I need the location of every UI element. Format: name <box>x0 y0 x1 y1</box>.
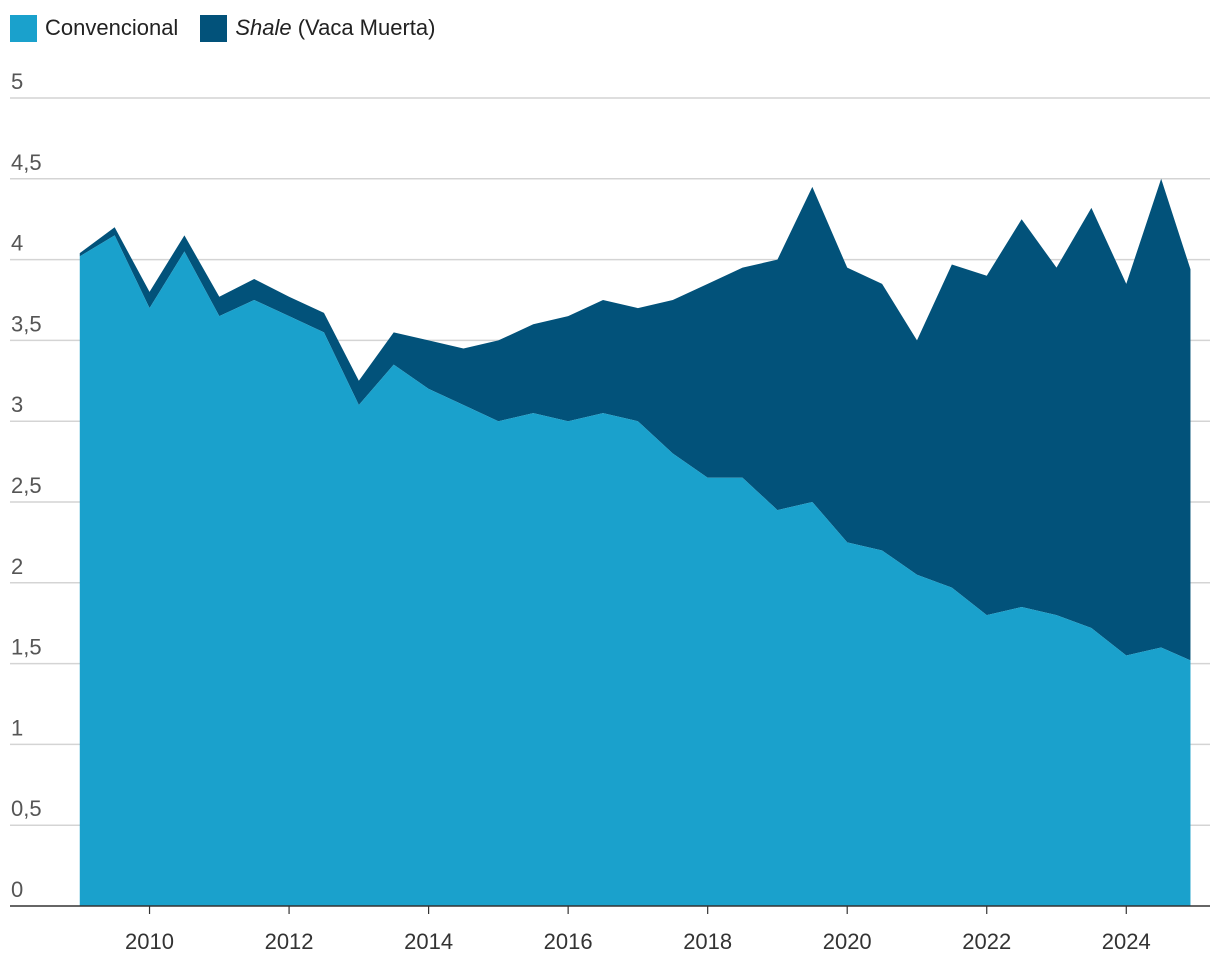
legend: Convencional Shale (Vaca Muerta) <box>10 12 435 44</box>
legend-swatch-shale <box>200 14 228 42</box>
x-tick-label: 2016 <box>544 929 593 954</box>
x-tick-label: 2020 <box>823 929 872 954</box>
y-tick-label: 3,5 <box>11 311 42 336</box>
area-convencional <box>79 235 1191 907</box>
legend-item-shale[interactable]: Shale (Vaca Muerta) <box>200 14 435 42</box>
x-tick-label: 2018 <box>683 929 732 954</box>
legend-item-convencional[interactable]: Convencional <box>10 14 179 42</box>
y-axis-ticks: 0 0,5 1 1,5 2 2,5 3 3,5 4 4,5 5 <box>11 69 42 902</box>
legend-label-shale-rest: (Vaca Muerta) <box>297 15 436 40</box>
y-tick-label: 4,5 <box>11 150 42 175</box>
x-tick-label: 2010 <box>125 929 174 954</box>
x-tick-label: 2012 <box>265 929 314 954</box>
legend-label-convencional: Convencional <box>45 15 179 40</box>
x-axis-ticks: 2010 2012 2014 2016 2018 2020 2022 2024 <box>125 906 1151 954</box>
x-tick-label: 2022 <box>962 929 1011 954</box>
legend-label-shale: Shale (Vaca Muerta) <box>235 15 435 41</box>
x-tick-label: 2024 <box>1102 929 1151 954</box>
x-tick-label: 2014 <box>404 929 453 954</box>
y-tick-label: 3 <box>11 392 23 417</box>
y-tick-label: 5 <box>11 69 23 94</box>
y-tick-label: 4 <box>11 231 23 256</box>
y-tick-label: 2,5 <box>11 473 42 498</box>
y-tick-label: 0,5 <box>11 796 42 821</box>
y-tick-label: 1,5 <box>11 635 42 660</box>
area-shale-vaca-muerta <box>79 178 1191 661</box>
y-tick-label: 0 <box>11 877 23 902</box>
chart-areas <box>79 178 1191 907</box>
y-tick-label: 1 <box>11 715 23 740</box>
legend-swatch-convencional <box>10 14 37 42</box>
y-tick-label: 2 <box>11 554 23 579</box>
legend-label-shale-italic: Shale <box>235 15 292 40</box>
